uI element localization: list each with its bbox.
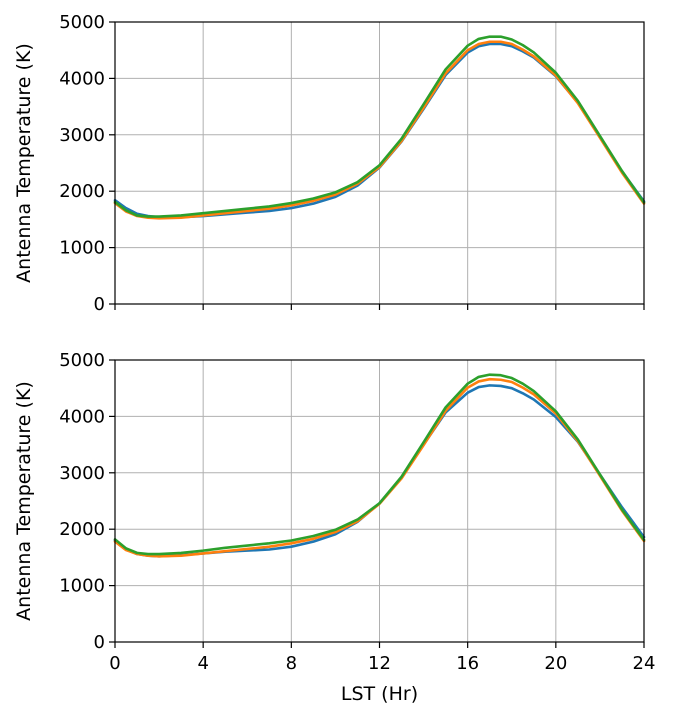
x-tick-label: 24 [633,653,656,674]
series-line-3 [113,373,646,556]
y-axis-label: Antenna Temperature (K) [13,43,35,283]
y-tick-label: 0 [94,294,105,315]
y-tick-label: 3000 [59,463,105,484]
y-tick-label: 3000 [59,125,105,146]
y-tick-label: 2000 [59,181,105,202]
x-tick-label: 12 [368,653,391,674]
y-tick-label: 1000 [59,238,105,259]
x-tick-label: 4 [197,653,208,674]
x-axis-label: LST (Hr) [341,683,418,705]
y-tick-label: 4000 [59,68,105,89]
y-tick-label: 0 [94,632,105,653]
x-tick-label: 16 [456,653,479,674]
series-line-3 [113,35,646,218]
x-tick-label: 20 [544,653,567,674]
y-tick-label: 5000 [59,12,105,33]
y-tick-label: 1000 [59,576,105,597]
x-tick-label: 0 [109,653,120,674]
y-tick-label: 2000 [59,519,105,540]
y-axis-label: Antenna Temperature (K) [13,381,35,621]
x-tick-label: 8 [286,653,297,674]
y-tick-label: 4000 [59,406,105,427]
chart-panel-2: 0 1000 2000 3000 4000 5000 0 4 8 12 16 20 24 Antenna … [13,350,655,705]
y-tick-label: 5000 [59,350,105,371]
chart-panel-1: 0 1000 2000 3000 4000 5000 Antenna Temperature… [13,12,646,315]
